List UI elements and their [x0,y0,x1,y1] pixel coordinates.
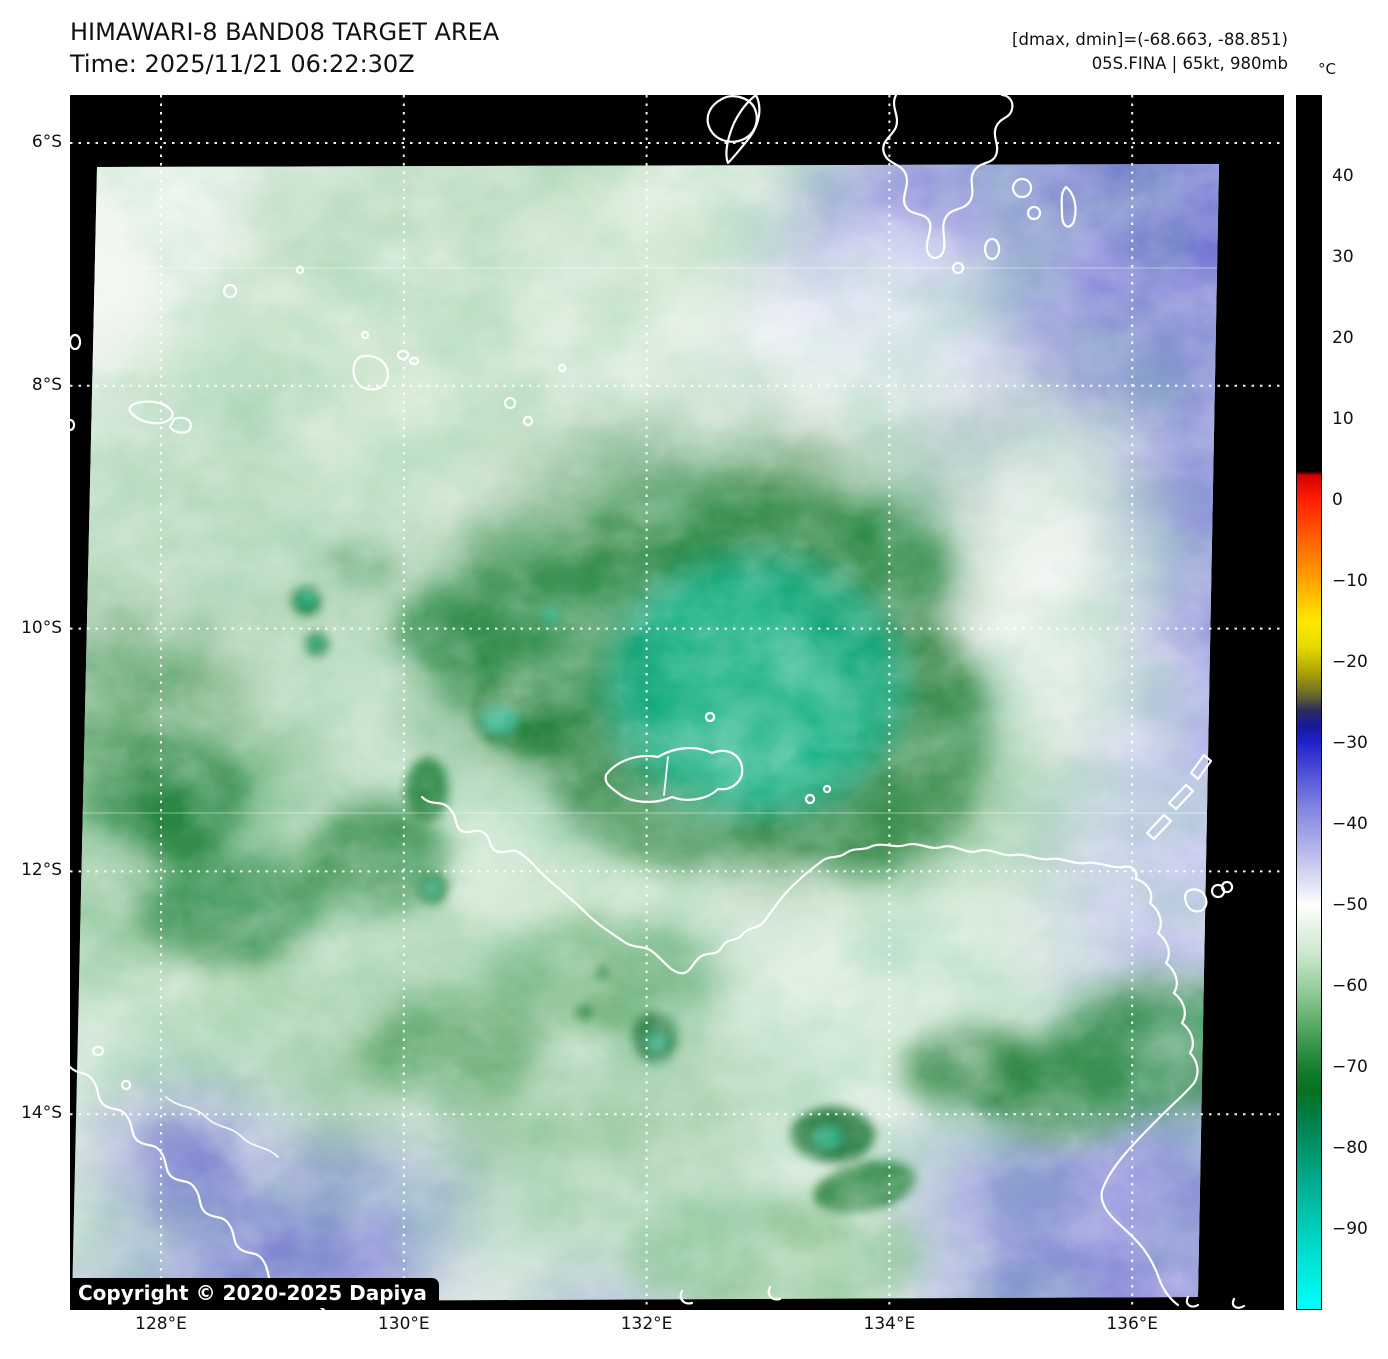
colorbar-unit-label: °C [1318,60,1336,78]
coast-kimberley-islets [91,1045,132,1091]
coast-wessel-islands [1145,753,1213,841]
lon-tick-label-134e: 134°E [863,1314,916,1334]
scan-seam-lines [72,267,1219,814]
coast-sulawesi-complex [882,95,1014,259]
colorbar [1296,95,1322,1310]
colorbar-tick--80: −80 [1332,1138,1368,1158]
colorbar-tick--30: −30 [1332,733,1368,753]
coast-kimberley-inner [165,1096,279,1158]
lat-tick-label-12s: 12°S [21,860,62,881]
colorbar-tick-0: 0 [1332,490,1343,510]
satellite-ir-image [70,95,1284,1310]
lat-tick-label-8s: 8°S [31,374,62,395]
coast-groote-islets [1184,880,1234,913]
lat-tick-label-10s: 10°S [21,617,62,638]
map-plot-area: Copyright © 2020-2025 Dapiya [70,95,1284,1310]
colorbar-tick--10: −10 [1332,571,1368,591]
lat-tick-label-6s: 6°S [31,132,62,152]
colorbar-tick-10: 10 [1332,409,1354,429]
coast-bottom-islets [679,1285,1246,1309]
coast-tiwi-strait [663,756,669,796]
timestamp: Time: 2025/11/21 06:22:30Z [70,50,415,78]
lon-tick-label-130e: 130°E [377,1314,430,1334]
lat-tick-label-14s: 14°S [21,1103,62,1124]
colorbar-tick--50: −50 [1332,895,1368,915]
lon-tick-label-128e: 128°E [135,1314,187,1334]
colorbar-tick-20: 20 [1332,328,1354,348]
colorbar-tick--90: −90 [1332,1219,1368,1239]
page-title: HIMAWARI-8 BAND08 TARGET AREA [70,18,500,46]
colorbar-tick--40: −40 [1332,814,1368,834]
coast-buru-island [706,95,758,143]
coast-islets-darwin [704,711,832,805]
coast-seram-island [725,95,761,165]
gridlines [70,95,1284,1310]
colorbar-tick-40: 40 [1332,166,1354,186]
header-titles: HIMAWARI-8 BAND08 TARGET AREA Time: 2025… [70,16,499,80]
lon-tick-label-132e: 132°E [620,1314,673,1334]
cloud-field [72,164,1219,1302]
header-stats: [dmax, dmin]=(-68.663, -88.851) 05S.FINA… [1012,28,1288,76]
colorbar-tick--70: −70 [1332,1057,1368,1077]
colorbar-tick--20: −20 [1332,652,1368,672]
colorbar-tick--60: −60 [1332,976,1368,996]
storm-id-intensity: 05S.FINA | 65kt, 980mb [1091,54,1288,73]
coast-australia-north [420,795,1199,1307]
coast-islets-sulawesi [951,177,1077,275]
coast-tiwi-islands [604,747,744,803]
dmax-dmin-readout: [dmax, dmin]=(-68.663, -88.851) [1012,30,1288,49]
colorbar-tick-30: 30 [1332,247,1354,267]
coastline-overlay [70,95,1246,1310]
lon-tick-label-136e: 136°E [1106,1314,1159,1334]
copyright-badge: Copyright © 2020-2025 Dapiya [70,1278,439,1308]
